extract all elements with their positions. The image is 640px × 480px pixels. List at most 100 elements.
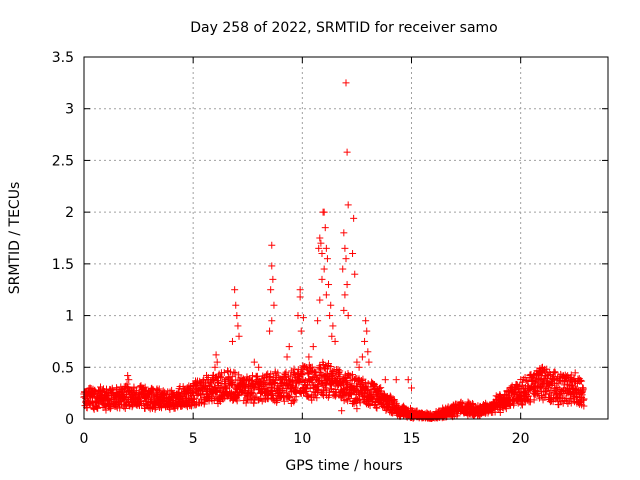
data-point [341,244,349,252]
data-point [234,322,242,330]
data-point [322,244,330,252]
data-point [580,402,588,410]
data-point [355,363,363,371]
data-point [316,234,324,242]
x-tick-label: 5 [189,431,198,447]
data-point [326,312,334,320]
data-point [83,404,91,412]
data-point [148,384,156,392]
data-point [278,387,286,395]
data-point [315,244,323,252]
data-point [381,376,389,384]
data-point [296,293,304,301]
data-point [196,379,204,387]
data-point [362,317,370,325]
data-point [250,358,258,366]
data-point [320,265,328,273]
data-point [353,405,361,413]
data-point [317,239,325,247]
y-tick-labels: 0 0.5 1 1.5 2 2.5 3 3.5 [52,50,74,428]
data-point [571,369,579,377]
data-point [249,389,257,397]
data-point [212,351,220,359]
x-tick-label: 10 [293,431,311,447]
data-point [329,322,337,330]
y-tick-label: 0.5 [52,360,74,376]
data-point [159,387,167,395]
data-point [343,281,351,289]
x-tick-labels: 0 5 10 15 20 [80,431,530,447]
data-point [268,241,276,249]
data-point [363,327,371,335]
data-point [578,377,586,385]
y-axis-label: SRMTID / TECUs [7,182,23,295]
data-point [294,312,302,320]
data-point [231,369,239,377]
data-point [551,369,559,377]
data-point [270,301,278,309]
data-point [361,337,369,345]
data-point [328,332,336,340]
data-point [353,358,361,366]
data-point [261,379,269,387]
data-point [283,353,291,361]
data-point [211,383,219,391]
data-point [280,388,288,396]
x-tick-label: 20 [512,431,530,447]
data-point [271,378,279,386]
data-point [123,383,131,391]
data-point [341,291,349,299]
data-point [321,224,329,232]
y-tick-label: 1 [65,309,74,325]
data-point [304,392,312,400]
data-point [313,394,321,402]
data-point [322,291,330,299]
data-point [308,363,316,371]
data-point [325,281,333,289]
data-point [266,327,274,335]
grid-lines [84,57,608,419]
data-point [290,365,298,373]
data-point [576,397,584,405]
data-point [94,404,102,412]
data-point [285,393,293,401]
data-point [319,360,327,368]
data-point [240,382,248,390]
data-point [340,306,348,314]
data-point [158,404,166,412]
data-point [231,286,239,294]
data-point [349,250,357,258]
data-point [250,399,258,407]
data-point [228,373,236,381]
data-point [125,376,133,384]
data-point [309,343,317,351]
data-point [281,370,289,378]
data-point [235,332,243,340]
data-point [301,376,309,384]
data-point [541,393,549,401]
data-point [155,385,163,393]
data-point [364,348,372,356]
data-point [339,265,347,273]
data-point [166,405,174,413]
data-point [519,378,527,386]
data-point [282,368,290,376]
data-point [530,396,538,404]
y-tick-label: 2.5 [52,153,74,169]
data-point [502,405,510,413]
data-point [327,363,335,371]
plot-frame [83,56,609,420]
x-axis-label: GPS time / hours [285,458,402,474]
data-point [536,368,544,376]
data-point [230,368,238,376]
data-point [342,79,350,87]
data-point [216,385,224,393]
data-point [350,214,358,222]
data-point [531,383,539,391]
data-point [305,353,313,361]
y-tick-label: 3.5 [52,50,74,66]
data-point [340,229,348,237]
data-point [217,373,225,381]
data-point [126,387,134,395]
